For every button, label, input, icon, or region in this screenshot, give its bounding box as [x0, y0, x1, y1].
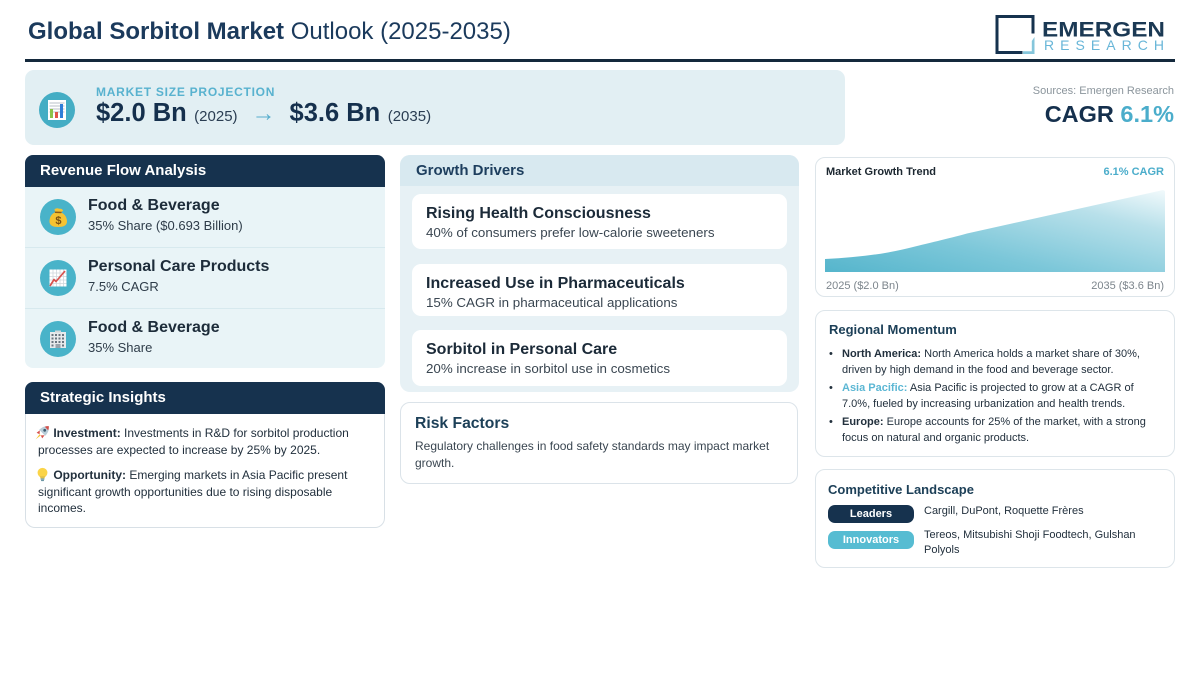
svg-text:$: $ [55, 215, 61, 227]
svg-text:EMERGEN: EMERGEN [1042, 18, 1165, 42]
